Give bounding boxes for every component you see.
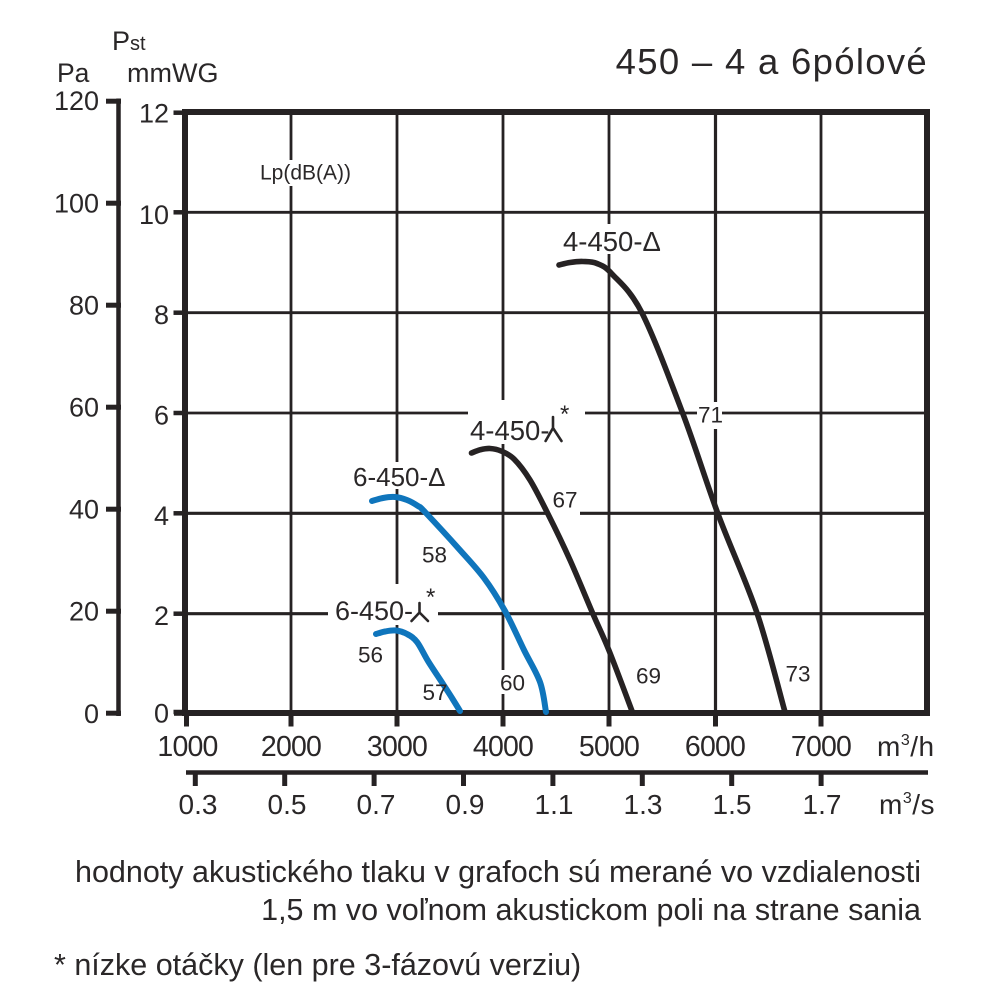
svg-text:4: 4 [154,501,169,531]
svg-text:60: 60 [69,393,99,423]
svg-text:8: 8 [154,300,169,330]
svg-text:40: 40 [69,495,99,525]
svg-text:0.9: 0.9 [446,789,485,820]
svg-text:*: * [426,584,435,611]
svg-text:5000: 5000 [579,731,639,763]
svg-text:6: 6 [154,401,169,431]
svg-text:1.7: 1.7 [803,789,842,820]
svg-text:mmWG: mmWG [127,58,218,88]
svg-text:4-450-: 4-450- [470,415,550,446]
svg-text:*: * [560,401,569,428]
svg-text:Pa: Pa [57,58,90,88]
svg-text:Pst: Pst [112,26,146,56]
svg-text:58: 58 [422,543,447,568]
svg-text:67: 67 [552,488,577,513]
svg-text:6-450-Δ: 6-450-Δ [353,462,446,492]
svg-text:1.1: 1.1 [535,789,574,820]
svg-text:2: 2 [154,601,169,631]
svg-text:4000: 4000 [473,731,533,763]
svg-text:450 – 4 a 6pólové: 450 – 4 a 6pólové [616,41,928,82]
svg-text:73: 73 [785,662,810,687]
svg-text:Lp(dB(A)): Lp(dB(A)) [260,162,351,185]
svg-text:100: 100 [54,188,99,218]
svg-text:57: 57 [422,680,447,705]
svg-text:120: 120 [54,86,99,116]
svg-text:3000: 3000 [367,731,427,763]
svg-text:0.7: 0.7 [357,789,396,820]
svg-text:7000: 7000 [791,731,851,763]
svg-text:6000: 6000 [685,731,745,763]
svg-text:0: 0 [154,699,169,729]
svg-text:10: 10 [139,200,169,230]
svg-text:80: 80 [69,290,99,320]
svg-text:0: 0 [84,699,99,729]
svg-text:6-450-: 6-450- [335,596,413,626]
svg-text:1.3: 1.3 [624,789,663,820]
svg-text:2000: 2000 [261,731,321,763]
svg-text:* nízke otáčky (len pre 3-fázo: * nízke otáčky (len pre 3-fázovú verziu) [54,948,581,982]
svg-text:71: 71 [698,403,723,428]
svg-text:0.3: 0.3 [179,789,218,820]
svg-text:4-450-Δ: 4-450-Δ [563,226,661,257]
svg-text:69: 69 [636,664,661,689]
svg-text:60: 60 [500,671,525,696]
svg-text:1,5 m vo voľnom akustickom pol: 1,5 m vo voľnom akustickom poli na stran… [261,893,921,927]
svg-text:12: 12 [139,99,169,129]
svg-text:56: 56 [358,643,383,668]
svg-text:1000: 1000 [157,731,217,763]
svg-text:20: 20 [69,597,99,627]
svg-text:0.5: 0.5 [268,789,307,820]
svg-text:hodnoty akustického tlaku v gr: hodnoty akustického tlaku v grafoch sú m… [75,855,921,889]
svg-text:1.5: 1.5 [713,789,752,820]
svg-text:m3/s: m3/s [879,789,935,820]
